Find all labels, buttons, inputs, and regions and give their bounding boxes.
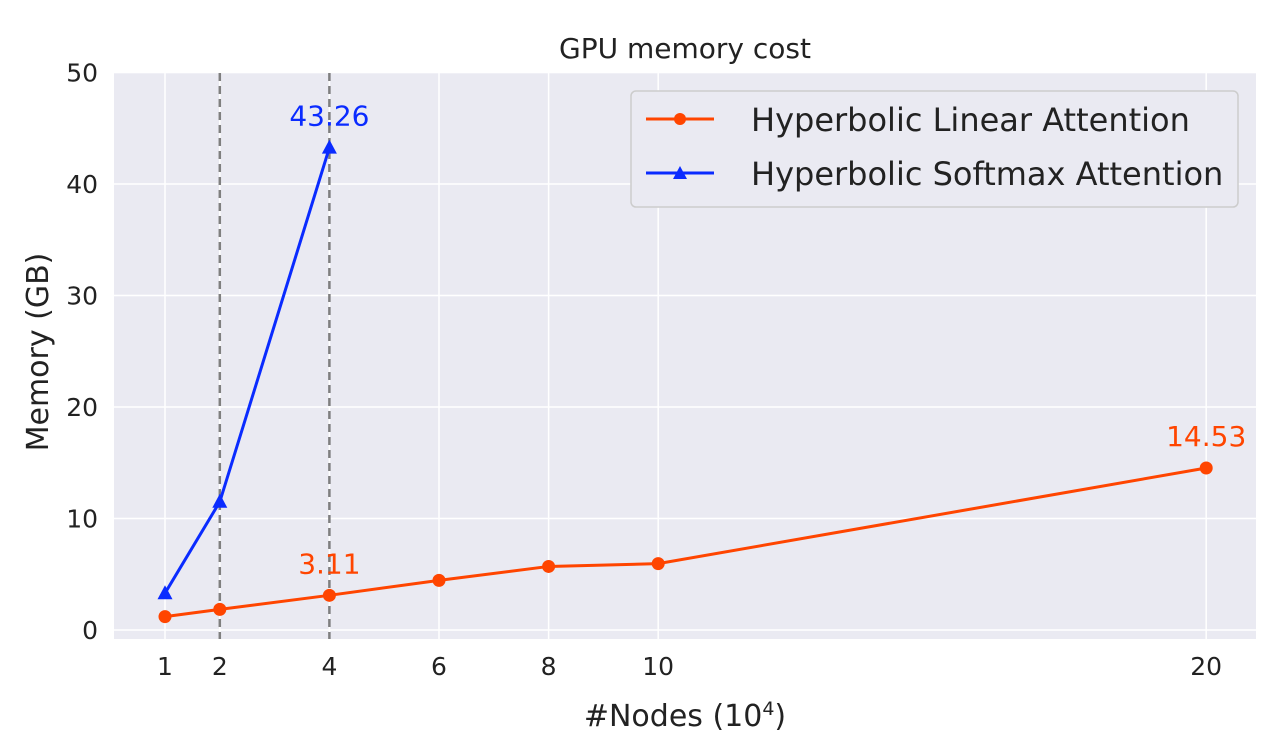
vertical-dashed-lines bbox=[218, 73, 331, 639]
legend-marker-linear bbox=[674, 113, 686, 125]
x-axis-label-close: ) bbox=[774, 699, 786, 734]
y-tick-label: 40 bbox=[66, 170, 98, 199]
y-tick-label: 30 bbox=[66, 282, 98, 311]
y-tick-label: 50 bbox=[66, 59, 98, 88]
x-tick-label: 8 bbox=[541, 652, 557, 681]
x-tick-label: 2 bbox=[212, 652, 228, 681]
x-axis-label: #Nodes (104) bbox=[584, 698, 786, 734]
x-tick-label: 10 bbox=[642, 652, 674, 681]
x-tick-labels: 1 2 4 6 8 10 20 bbox=[157, 652, 1222, 681]
legend: Hyperbolic Linear Attention Hyperbolic S… bbox=[630, 90, 1239, 208]
data-point-linear bbox=[542, 559, 556, 573]
data-point-softmax bbox=[157, 585, 173, 600]
x-tick-label: 6 bbox=[431, 652, 447, 681]
series-group bbox=[157, 139, 1213, 624]
x-tick-label: 4 bbox=[321, 652, 337, 681]
y-tick-label: 0 bbox=[82, 616, 98, 645]
data-point-softmax bbox=[321, 139, 337, 154]
y-tick-labels: 0 10 20 30 40 50 bbox=[66, 59, 98, 646]
x-tick-label: 20 bbox=[1190, 652, 1222, 681]
data-label: 3.11 bbox=[298, 547, 360, 580]
x-axis-label-exponent: 4 bbox=[762, 698, 774, 720]
data-point-linear bbox=[322, 588, 336, 602]
y-tick-label: 20 bbox=[66, 393, 98, 422]
legend-label-linear: Hyperbolic Linear Attention bbox=[751, 101, 1190, 139]
legend-box bbox=[630, 90, 1239, 208]
y-tick-label: 10 bbox=[66, 505, 98, 534]
data-point-linear bbox=[1199, 461, 1213, 475]
y-axis-label: Memory (GB) bbox=[21, 253, 56, 452]
data-label: 43.26 bbox=[289, 100, 369, 133]
legend-label-softmax: Hyperbolic Softmax Attention bbox=[751, 155, 1223, 193]
data-point-linear bbox=[651, 557, 665, 571]
chart-title: GPU memory cost bbox=[559, 32, 811, 65]
legend-marker-softmax bbox=[673, 166, 687, 179]
data-point-linear bbox=[213, 602, 227, 616]
data-point-softmax bbox=[212, 493, 228, 508]
data-point-linear bbox=[432, 573, 446, 587]
x-tick-label: 1 bbox=[157, 652, 173, 681]
data-label: 14.53 bbox=[1166, 420, 1246, 453]
annotations: 43.26 3.11 14.53 bbox=[289, 100, 1246, 581]
data-point-linear bbox=[158, 610, 172, 624]
x-axis-label-text: #Nodes (10 bbox=[584, 699, 762, 734]
